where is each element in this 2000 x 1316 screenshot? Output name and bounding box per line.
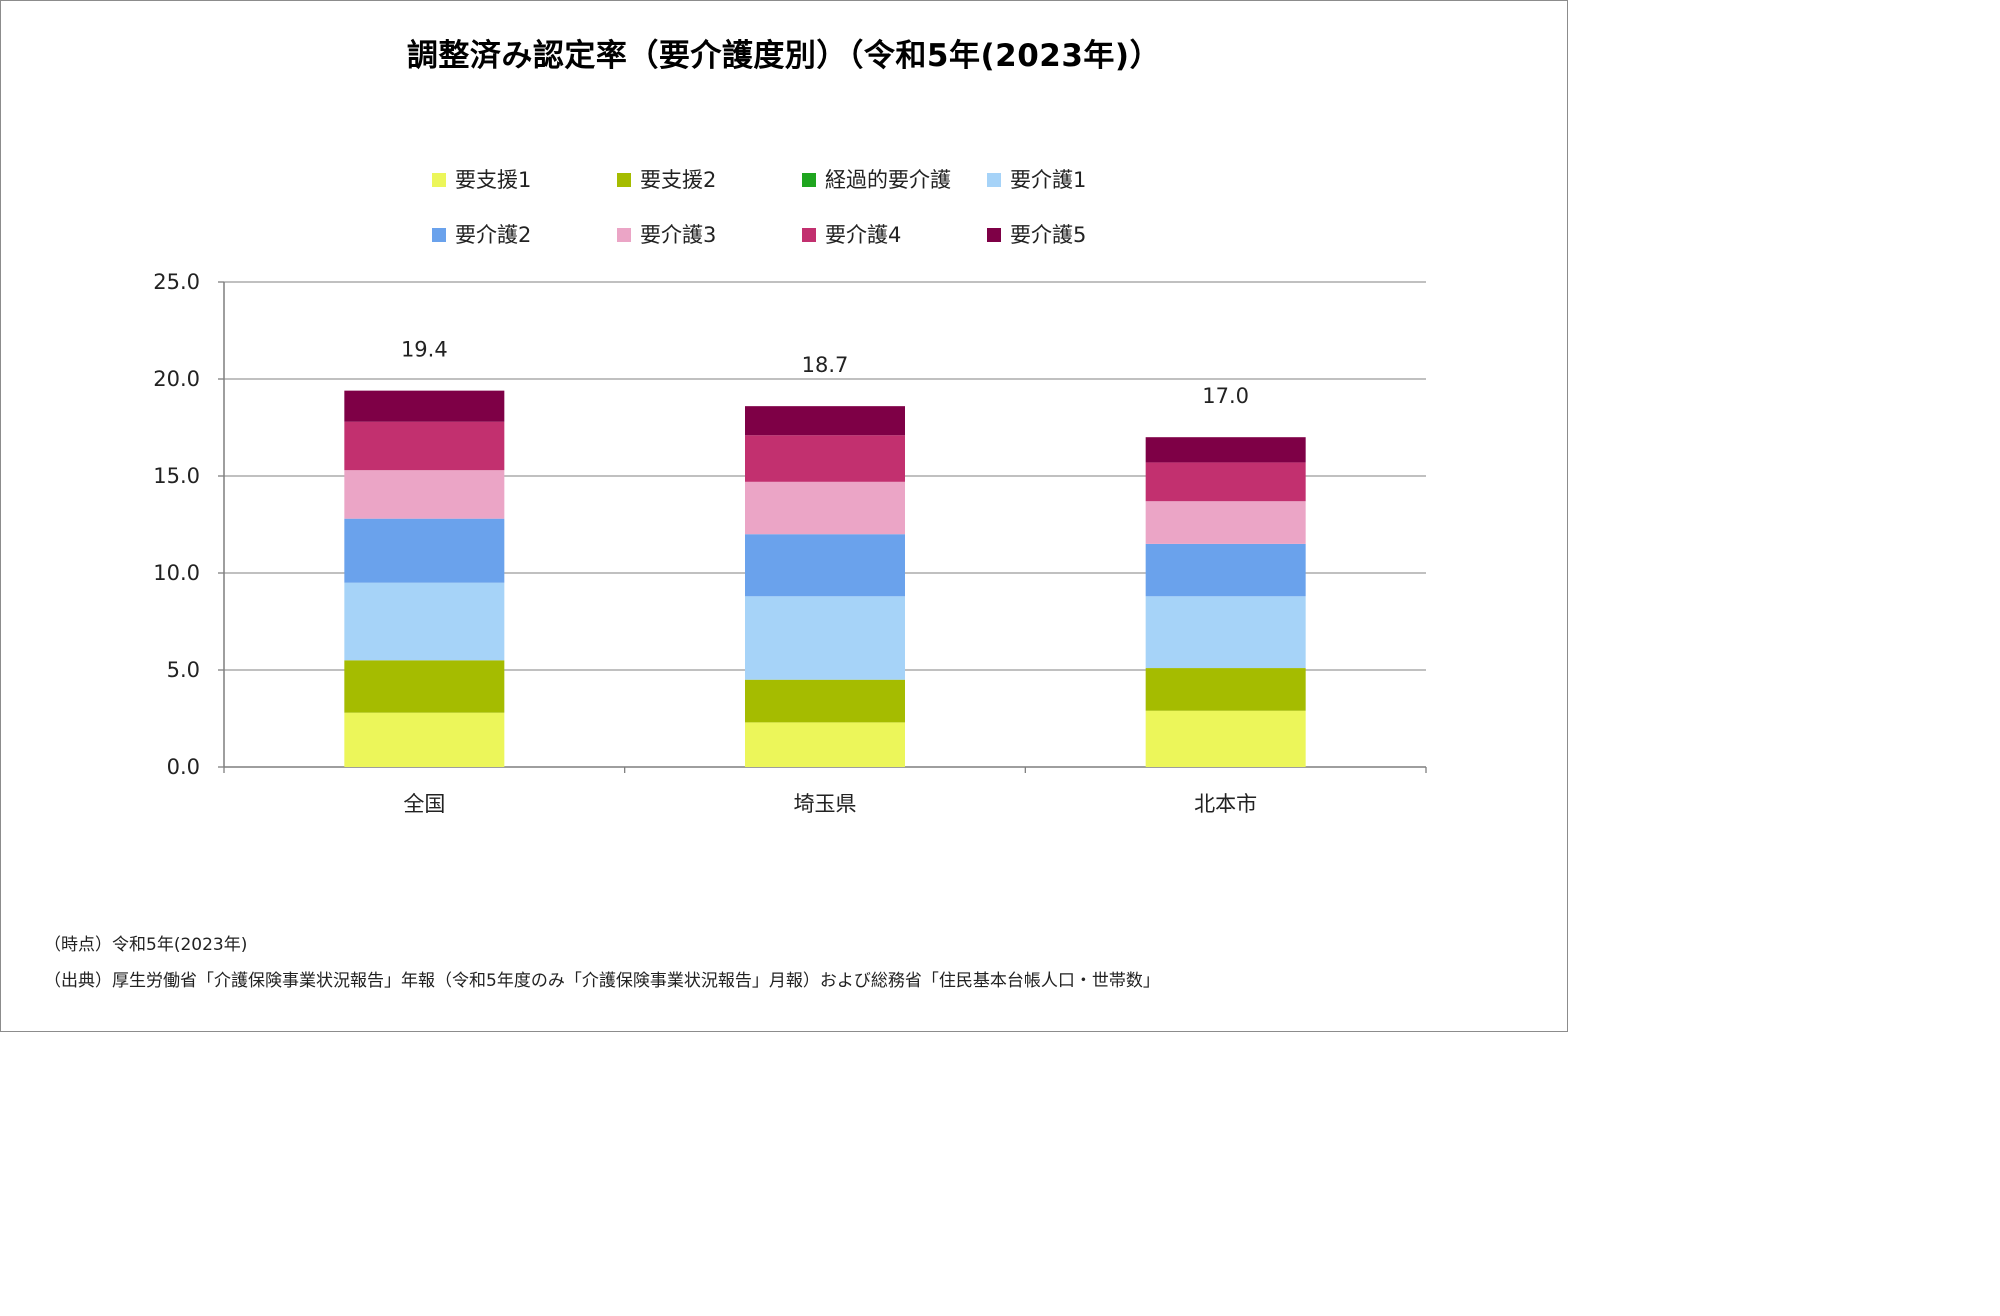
bar-segment (344, 582, 505, 661)
legend-label: 要支援2 (640, 168, 716, 192)
legend-swatch (617, 173, 631, 187)
bar-segment (745, 722, 905, 767)
legend-swatch (987, 173, 1001, 187)
bar-segment (344, 390, 505, 422)
bar-segment (344, 518, 505, 583)
bar-segment (1145, 437, 1306, 463)
note-time-point: （時点）令和5年(2023年) (44, 935, 248, 955)
y-tick-label: 5.0 (167, 658, 200, 682)
y-tick-label: 25.0 (153, 270, 200, 294)
legend-label: 要介護1 (1010, 168, 1086, 192)
legend-label: 要介護5 (1010, 223, 1086, 247)
legend-swatch (617, 228, 631, 242)
legend-label: 要介護3 (640, 223, 716, 247)
bar-segment (344, 660, 505, 713)
legend-swatch (987, 228, 1001, 242)
bar-segment (1145, 543, 1306, 597)
legend-swatch (432, 228, 446, 242)
chart-canvas: 0.0 5.0 10.0 15.0 20.0 25.0 19.4 全国 18.7 埼玉県 17.0 北… (153, 168, 1427, 816)
total-label: 17.0 (1202, 384, 1249, 408)
legend-swatch (802, 228, 816, 242)
bar-segment (745, 435, 905, 482)
bar-segment (1145, 462, 1306, 502)
chart-title: 調整済み認定率（要介護度別）（令和5年(2023年)） (406, 38, 1162, 74)
y-tick-label: 20.0 (153, 367, 200, 391)
category-label: 全国 (403, 792, 445, 816)
y-tick-label: 15.0 (153, 464, 200, 488)
bar-segment (344, 421, 505, 471)
legend-swatch (802, 173, 816, 187)
y-tick-label: 10.0 (153, 561, 200, 585)
bar-segment (745, 481, 905, 535)
bar-segment (745, 406, 905, 436)
bar-segment (745, 679, 905, 723)
category-label: 北本市 (1194, 792, 1257, 816)
total-label: 18.7 (802, 353, 849, 377)
bar-segment (344, 470, 505, 519)
y-tick-label: 0.0 (167, 755, 200, 779)
bar-segment (745, 534, 905, 597)
legend-swatch (432, 173, 446, 187)
legend-label: 要介護2 (455, 223, 531, 247)
bar-segment (1145, 501, 1306, 544)
category-label: 埼玉県 (794, 792, 857, 816)
bar-segment (344, 712, 505, 767)
total-label: 19.4 (401, 338, 448, 362)
bar-segment (1145, 596, 1306, 669)
note-source: （出典）厚生労働省「介護保険事業状況報告」年報（令和5年度のみ「介護保険事業状況… (44, 971, 1160, 991)
bar-segment (745, 596, 905, 680)
legend-label: 要介護4 (825, 223, 901, 247)
bar-segment (1145, 668, 1306, 711)
bar-segment (1145, 710, 1306, 767)
legend-label: 要支援1 (455, 168, 531, 192)
legend-label: 経過的要介護 (825, 168, 951, 192)
